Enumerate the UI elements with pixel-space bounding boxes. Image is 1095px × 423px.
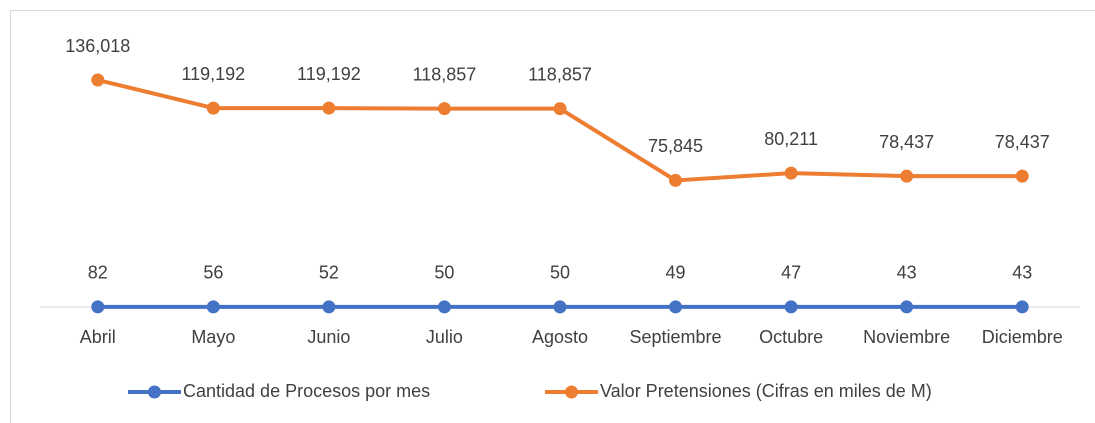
data-point bbox=[322, 101, 336, 115]
data-point bbox=[1015, 300, 1029, 314]
data-point bbox=[1015, 169, 1029, 183]
data-label: 80,211 bbox=[764, 129, 818, 149]
data-point bbox=[206, 300, 220, 314]
x-tick-label: Agosto bbox=[532, 327, 588, 347]
data-label: 47 bbox=[781, 263, 801, 283]
legend-marker bbox=[148, 385, 161, 399]
data-point bbox=[553, 102, 567, 116]
x-tick-label: Julio bbox=[426, 327, 463, 347]
data-label: 75,845 bbox=[648, 136, 703, 156]
data-label: 50 bbox=[550, 263, 570, 283]
legend-label: Cantidad de Procesos por mes bbox=[183, 381, 430, 401]
data-point bbox=[437, 102, 451, 116]
data-label: 136,018 bbox=[65, 36, 130, 56]
data-point bbox=[437, 300, 451, 314]
legend-label: Valor Pretensiones (Cifras en miles de M… bbox=[600, 381, 932, 401]
data-label: 78,437 bbox=[995, 132, 1050, 152]
data-point bbox=[322, 300, 336, 314]
data-point bbox=[669, 173, 683, 187]
data-label: 43 bbox=[1012, 263, 1032, 283]
data-point bbox=[669, 300, 683, 314]
legend-marker bbox=[565, 385, 578, 399]
data-label: 50 bbox=[434, 263, 454, 283]
data-point bbox=[91, 300, 105, 314]
data-label: 118,857 bbox=[413, 64, 477, 84]
data-label: 118,857 bbox=[528, 64, 592, 84]
x-tick-label: Junio bbox=[307, 327, 350, 347]
data-label: 78,437 bbox=[879, 132, 934, 152]
x-tick-label: Abril bbox=[80, 327, 116, 347]
data-label: 52 bbox=[319, 263, 339, 283]
chart-border bbox=[10, 10, 1095, 423]
x-tick-label: Octubre bbox=[759, 327, 823, 347]
data-label: 119,192 bbox=[297, 64, 361, 84]
data-point bbox=[784, 166, 798, 180]
data-label: 119,192 bbox=[181, 64, 245, 84]
x-tick-label: Diciembre bbox=[982, 327, 1063, 347]
data-label: 82 bbox=[88, 263, 108, 283]
data-label: 43 bbox=[897, 263, 917, 283]
data-label: 49 bbox=[666, 263, 686, 283]
data-point bbox=[900, 300, 914, 314]
data-point bbox=[784, 300, 798, 314]
data-point bbox=[91, 73, 105, 87]
data-point bbox=[900, 169, 914, 183]
data-point bbox=[206, 101, 220, 115]
data-point bbox=[553, 300, 567, 314]
x-tick-label: Mayo bbox=[191, 327, 235, 347]
x-tick-label: Septiembre bbox=[630, 327, 722, 347]
series-line bbox=[97, 78, 1023, 183]
x-tick-label: Noviembre bbox=[863, 327, 950, 347]
data-label: 56 bbox=[203, 263, 223, 283]
